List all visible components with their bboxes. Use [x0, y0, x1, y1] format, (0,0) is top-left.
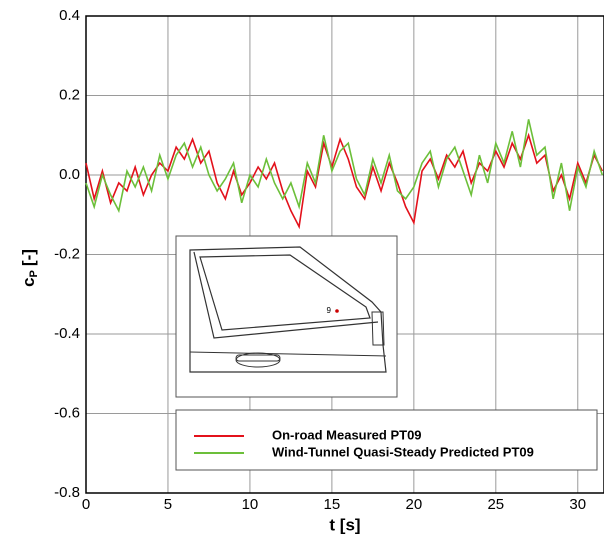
legend-box — [175, 409, 598, 471]
x-tick-label: 10 — [242, 496, 259, 513]
y-tick-label: -0.6 — [54, 404, 80, 421]
door-outline — [189, 246, 387, 373]
x-axis-label: t [s] — [329, 515, 360, 534]
plot-frame — [85, 15, 604, 494]
mirror — [371, 311, 385, 346]
x-tick-label: 0 — [82, 496, 90, 513]
y-tick-label: -0.4 — [54, 325, 80, 342]
y-tick-label: 0.0 — [59, 166, 80, 183]
door-handle-bar — [235, 354, 281, 362]
y-label-sub: P — [28, 270, 40, 277]
x-tick-label: 20 — [406, 496, 423, 513]
door-window — [199, 254, 371, 331]
y-tick-label: 0.4 — [59, 7, 80, 24]
legend-label: Wind-Tunnel Quasi-Steady Predicted PT09 — [272, 444, 534, 459]
y-tick-label: -0.8 — [54, 484, 80, 501]
series-line — [85, 119, 604, 214]
series-line — [85, 132, 604, 230]
legend: On-road Measured PT09 Wind-Tunnel Quasi-S… — [175, 409, 598, 471]
y-axis-label: cP [-] — [19, 249, 39, 287]
probe-label: 9 — [327, 306, 332, 315]
x-tick-label: 25 — [487, 496, 504, 513]
inset-box — [175, 235, 398, 398]
legend-label: On-road Measured PT09 — [272, 427, 422, 442]
y-label-main: c — [19, 277, 38, 286]
probe-point — [335, 309, 339, 313]
y-label-unit: [-] — [19, 249, 38, 266]
door-frame — [193, 251, 379, 339]
y-tick-label: 0.2 — [59, 86, 80, 103]
x-tick-label: 5 — [164, 496, 172, 513]
door-line — [189, 351, 387, 357]
x-tick-label: 30 — [569, 496, 586, 513]
x-tick-label: 15 — [324, 496, 341, 513]
y-tick-label: -0.2 — [54, 245, 80, 262]
inset: 9 — [175, 235, 398, 398]
